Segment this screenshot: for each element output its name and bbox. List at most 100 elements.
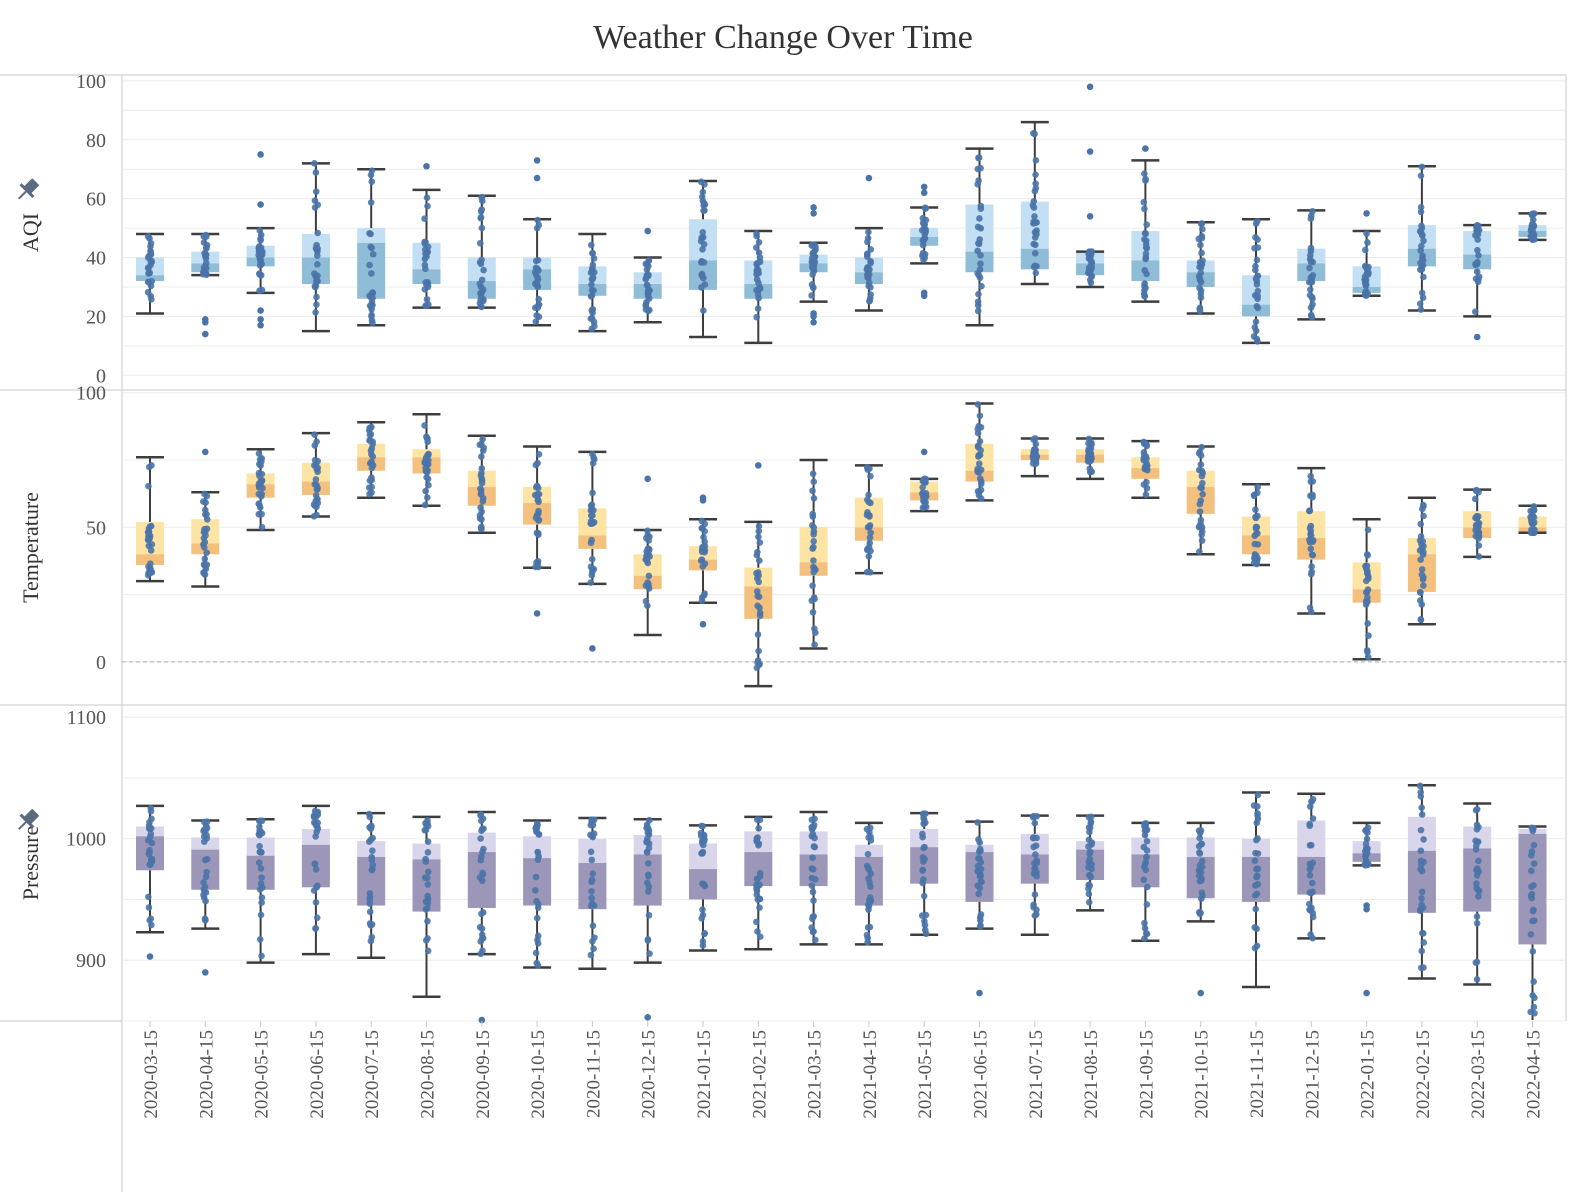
data-point (146, 846, 153, 854)
data-point (810, 563, 817, 571)
data-point (1472, 521, 1480, 529)
data-point (700, 307, 707, 314)
data-point (1086, 255, 1094, 263)
data-point (366, 893, 374, 900)
y-tick-label: 0 (96, 652, 106, 674)
data-point (976, 266, 984, 273)
y-tick-label: 40 (86, 248, 106, 270)
data-point (366, 823, 374, 831)
box-upper (799, 831, 828, 855)
box-2021-04-15 (854, 174, 883, 312)
data-point (1031, 819, 1039, 827)
data-point (369, 861, 377, 869)
data-point (368, 866, 376, 874)
data-point (1416, 588, 1424, 596)
box-2021-08-15 (1076, 435, 1105, 481)
data-point (921, 917, 928, 925)
box-2020-03-15 (136, 804, 164, 960)
box-2021-09-15 (1131, 819, 1160, 943)
data-point (1199, 257, 1206, 265)
data-point (1252, 525, 1260, 533)
box-2020-11-15 (578, 232, 607, 333)
data-point (1144, 883, 1151, 891)
box-2020-11-15 (578, 450, 607, 652)
data-point (1032, 842, 1040, 849)
data-point (1032, 851, 1039, 858)
data-point (1418, 895, 1425, 902)
data-point (257, 880, 265, 887)
x-tick-label: 2020-12-15 (639, 1030, 660, 1119)
data-point (479, 825, 486, 833)
data-point (753, 918, 760, 926)
data-point (423, 821, 430, 829)
data-point (533, 825, 540, 832)
data-point (1196, 508, 1204, 515)
data-point (867, 291, 874, 298)
data-point (975, 272, 983, 279)
data-point (808, 816, 816, 824)
data-point (479, 494, 487, 502)
box-2020-10-15 (523, 445, 552, 617)
data-point (312, 245, 320, 252)
data-point (922, 498, 929, 506)
data-point (479, 934, 486, 942)
data-point (919, 489, 926, 497)
box-2021-06-15 (965, 147, 994, 327)
data-point (976, 923, 984, 930)
data-point (1250, 492, 1258, 500)
data-point (1195, 466, 1203, 474)
data-point (255, 859, 263, 867)
y-axis-label: Temperature (18, 492, 43, 603)
x-tick-label: 2020-09-15 (473, 1030, 494, 1119)
data-point (1086, 850, 1093, 858)
pin-icon (18, 178, 39, 200)
data-point (1142, 463, 1150, 471)
data-point (977, 917, 984, 924)
data-point (532, 318, 540, 325)
box-2020-05-15 (246, 817, 275, 964)
data-point (258, 286, 266, 294)
chart-frame (0, 74, 1567, 1192)
data-point (865, 553, 873, 560)
data-point (588, 876, 596, 884)
data-point (366, 261, 373, 269)
box-2022-04-15 (1518, 503, 1547, 536)
data-point (810, 531, 817, 538)
data-point (1473, 866, 1480, 874)
data-point (425, 451, 432, 459)
data-point (1032, 157, 1040, 164)
data-point (1198, 484, 1205, 492)
data-point (1475, 893, 1482, 900)
data-point (1365, 575, 1372, 582)
data-point (200, 264, 208, 271)
box-2020-03-15 (136, 456, 164, 583)
data-point (922, 205, 929, 212)
box-upper (1407, 816, 1436, 851)
data-point (534, 283, 542, 291)
outlier-point (257, 316, 264, 323)
data-point (421, 826, 429, 834)
data-point (1085, 445, 1092, 453)
data-point (1475, 542, 1483, 549)
data-point (701, 836, 708, 843)
box-2022-01-15 (1352, 517, 1381, 661)
data-point (533, 897, 540, 905)
outlier-point (865, 174, 873, 182)
data-point (146, 269, 154, 277)
data-point (421, 422, 428, 429)
data-point (1420, 573, 1427, 581)
data-point (1085, 898, 1093, 906)
outlier-point (644, 227, 651, 235)
data-point (809, 854, 816, 861)
data-point (1087, 451, 1095, 459)
data-point (755, 238, 763, 246)
data-point (1530, 529, 1538, 536)
data-point (1142, 491, 1150, 499)
data-point (1253, 819, 1261, 827)
data-point (1420, 964, 1427, 971)
data-point (203, 271, 210, 279)
box-2020-08-15 (412, 162, 441, 310)
data-point (1529, 907, 1537, 915)
data-point (587, 821, 595, 829)
data-point (810, 258, 818, 265)
